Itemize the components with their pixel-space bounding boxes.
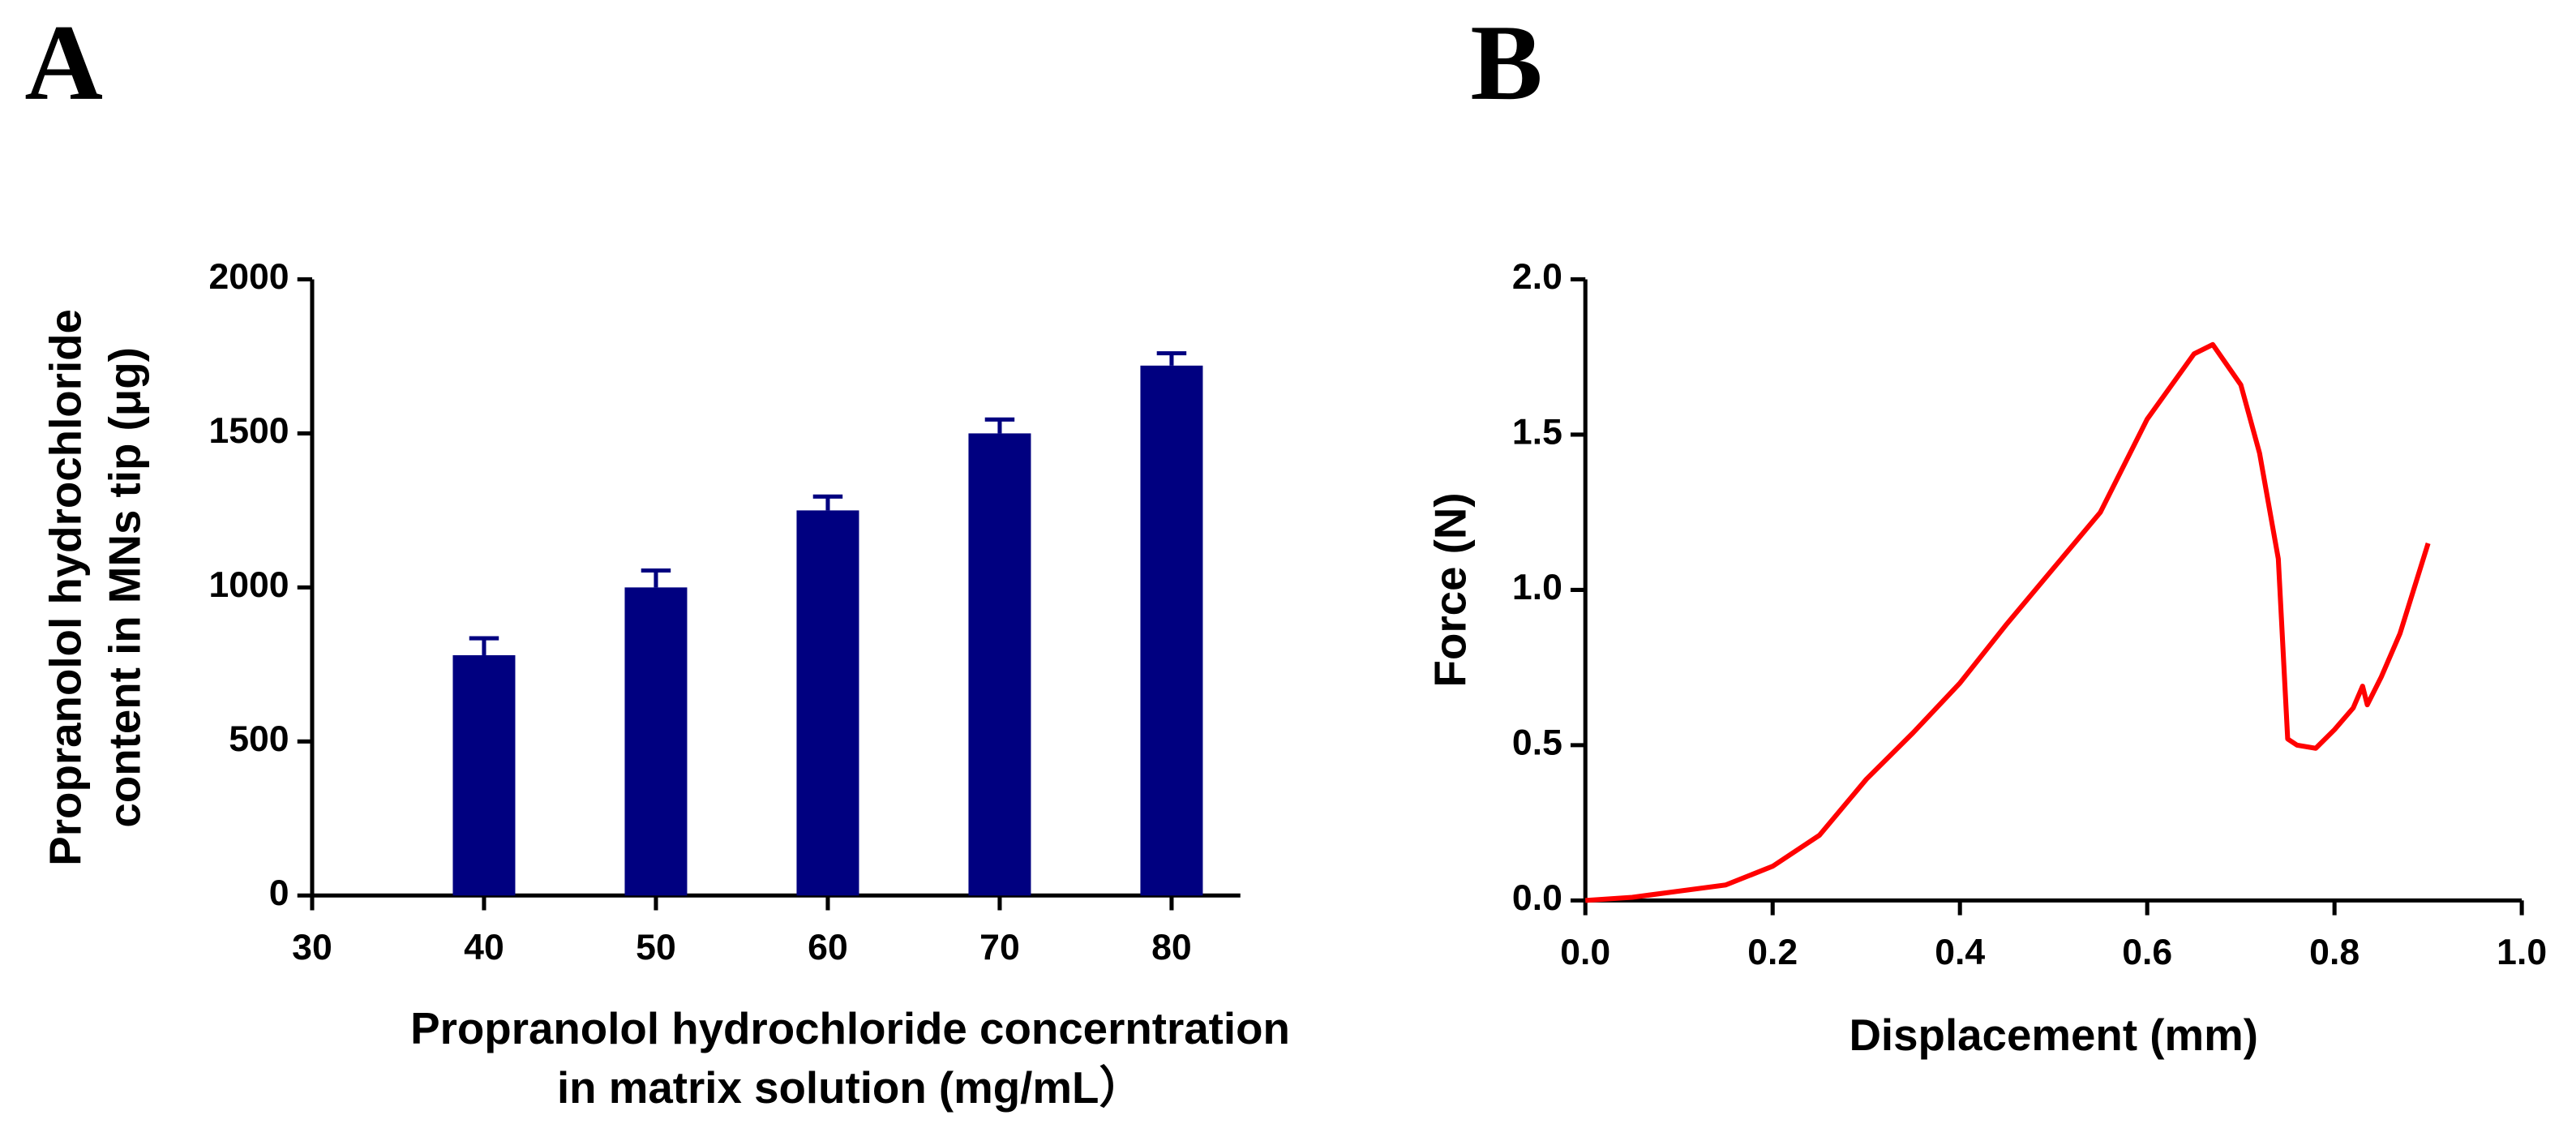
x-tick-label: 60 xyxy=(808,928,848,967)
y-axis-label: Propranolol hydrochloride xyxy=(41,309,91,866)
x-tick-label: 80 xyxy=(1151,928,1192,967)
y-tick-label: 1.0 xyxy=(1512,568,1562,607)
y-tick-label: 1.5 xyxy=(1512,413,1562,453)
bar xyxy=(452,654,516,896)
bar xyxy=(796,510,859,896)
error-bar xyxy=(1156,351,1187,366)
y-tick-label: 0 xyxy=(269,873,289,913)
data-line xyxy=(1585,341,2431,903)
bar xyxy=(1140,365,1203,896)
y-tick-label: 2000 xyxy=(208,257,289,297)
y-tick-label: 0.5 xyxy=(1512,723,1562,763)
y-axis-label: Force (N) xyxy=(1425,492,1476,687)
x-tick-label: 0.0 xyxy=(1560,933,1610,972)
y-tick-label: 500 xyxy=(229,719,289,759)
x-tick-label: 30 xyxy=(292,928,332,967)
error-bar xyxy=(641,568,671,588)
x-axis-label: Displacement (mm) xyxy=(1849,1010,2257,1060)
x-tick-label: 40 xyxy=(464,928,504,967)
x-tick-label: 0.8 xyxy=(2309,933,2360,972)
error-bar xyxy=(469,636,499,655)
x-axis-label: Propranolol hydrochloride concerntration xyxy=(410,1003,1290,1053)
x-tick-label: 0.2 xyxy=(1747,933,1798,972)
error-bar xyxy=(984,417,1015,434)
x-axis-label: in matrix solution (mg/mL） xyxy=(557,1062,1143,1113)
x-tick-label: 0.6 xyxy=(2122,933,2172,972)
x-tick-label: 0.4 xyxy=(1935,933,1985,972)
bar xyxy=(624,587,688,896)
x-tick-label: 70 xyxy=(979,928,1020,967)
y-axis-label: content in MNs tip (μg) xyxy=(99,347,149,827)
y-tick-label: 1000 xyxy=(208,565,289,605)
error-bar xyxy=(812,494,843,511)
x-tick-label: 50 xyxy=(636,928,676,967)
panel-label: B xyxy=(1470,2,1542,122)
y-tick-label: 1500 xyxy=(208,411,289,451)
y-tick-label: 2.0 xyxy=(1512,257,1562,297)
panel-label: A xyxy=(24,2,103,122)
y-tick-label: 0.0 xyxy=(1512,878,1562,918)
x-tick-label: 1.0 xyxy=(2497,933,2547,972)
bar xyxy=(968,433,1031,896)
